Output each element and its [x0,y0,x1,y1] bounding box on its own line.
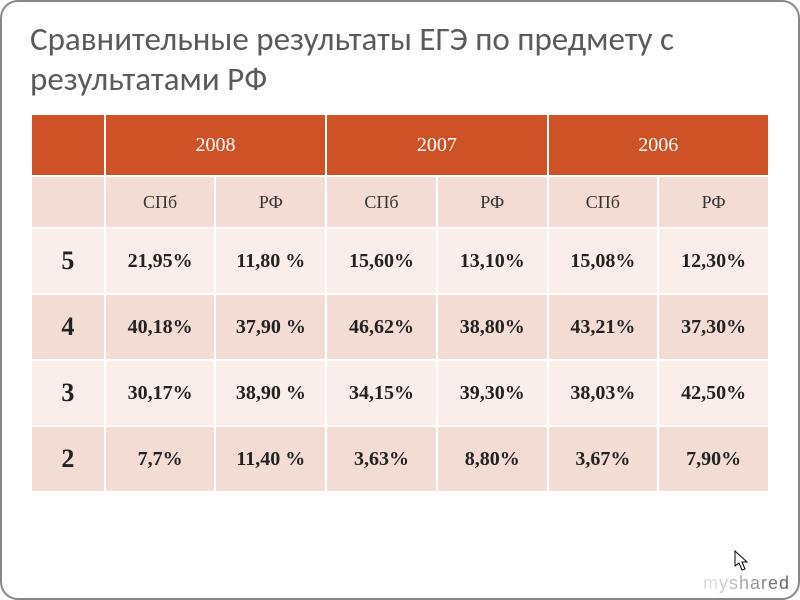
data-cell: 43,21% [548,294,659,360]
table-sub-cell: РФ [658,176,769,228]
data-cell: 37,30% [658,294,769,360]
table-sub-cell: СПб [326,176,437,228]
data-cell: 7,7% [105,426,216,492]
grade-cell: 3 [31,360,105,426]
data-cell: 15,08% [548,228,659,294]
grade-cell: 2 [31,426,105,492]
data-cell: 15,60% [326,228,437,294]
table-header-blank [31,114,105,176]
data-cell: 34,15% [326,360,437,426]
data-cell: 37,90 % [215,294,326,360]
table-sub-cell: РФ [437,176,548,228]
table-subheader-blank [31,176,105,228]
grade-cell: 5 [31,228,105,294]
data-cell: 12,30% [658,228,769,294]
table-row: 3 30,17% 38,90 % 34,15% 39,30% 38,03% 42… [31,360,769,426]
data-cell: 30,17% [105,360,216,426]
data-cell: 7,90% [658,426,769,492]
data-cell: 11,80 % [215,228,326,294]
data-cell: 38,80% [437,294,548,360]
table-sub-cell: СПб [105,176,216,228]
data-cell: 46,62% [326,294,437,360]
table-row: 5 21,95% 11,80 % 15,60% 13,10% 15,08% 12… [31,228,769,294]
data-cell: 8,80% [437,426,548,492]
table-sub-cell: СПб [548,176,659,228]
table-year-cell: 2007 [326,114,547,176]
data-cell: 40,18% [105,294,216,360]
data-cell: 13,10% [437,228,548,294]
data-cell: 38,03% [548,360,659,426]
data-cell: 3,63% [326,426,437,492]
table-row: 4 40,18% 37,90 % 46,62% 38,80% 43,21% 37… [31,294,769,360]
results-table: 2008 2007 2006 СПб РФ СПб РФ СПб РФ 5 21… [30,113,770,493]
slide-frame: Сравнительные результаты ЕГЭ по предмету… [0,0,800,600]
data-cell: 39,30% [437,360,548,426]
data-cell: 42,50% [658,360,769,426]
data-cell: 3,67% [548,426,659,492]
table-year-cell: 2008 [105,114,326,176]
data-cell: 38,90 % [215,360,326,426]
table-sub-cell: РФ [215,176,326,228]
data-cell: 21,95% [105,228,216,294]
table-year-cell: 2006 [548,114,769,176]
data-cell: 11,40 % [215,426,326,492]
table-year-row: 2008 2007 2006 [31,114,769,176]
cursor-icon [734,550,750,572]
grade-cell: 4 [31,294,105,360]
table-row: 2 7,7% 11,40 % 3,63% 8,80% 3,67% 7,90% [31,426,769,492]
slide-title: Сравнительные результаты ЕГЭ по предмету… [30,20,770,99]
table-sub-row: СПб РФ СПб РФ СПб РФ [31,176,769,228]
